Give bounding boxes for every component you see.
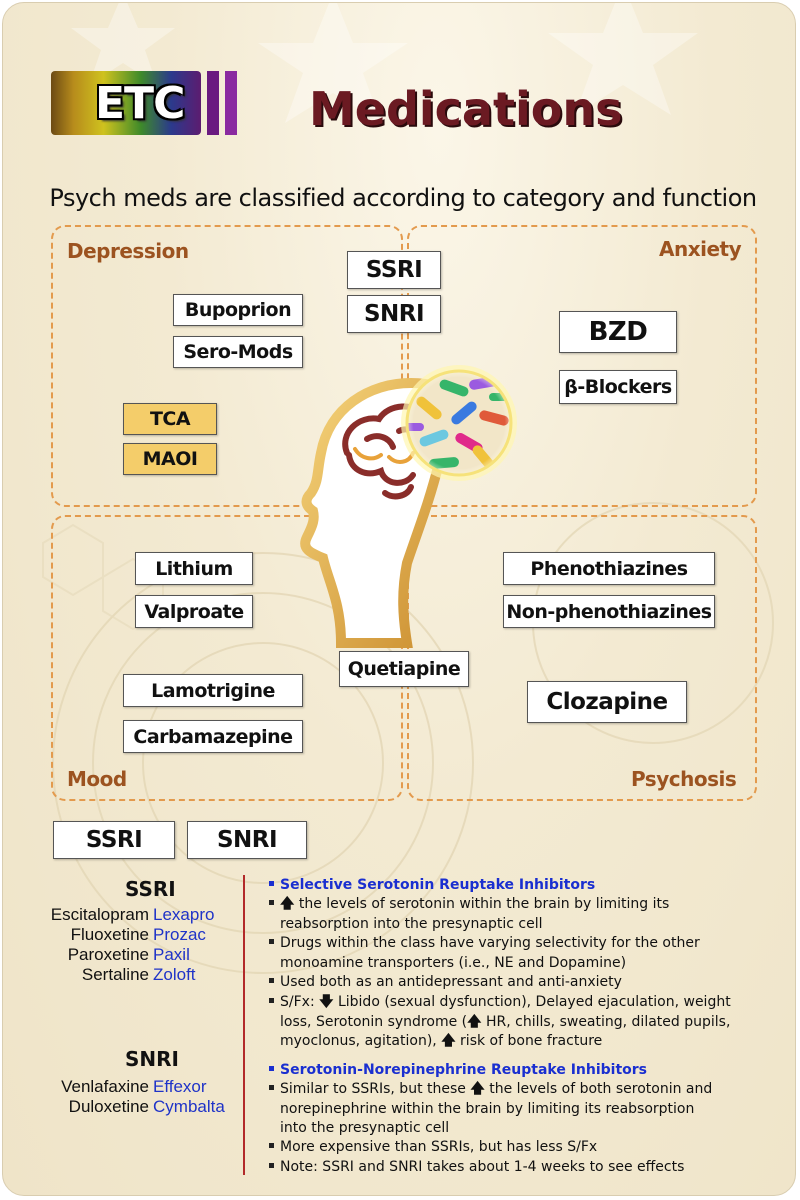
note-text: reabsorption into the presynaptic cell: [280, 915, 543, 932]
note-text: Used both as an antidepressant and anti-…: [280, 974, 622, 990]
ssri-notes-heading-text: Selective Serotonin Reuptake Inhibitors: [280, 877, 596, 893]
generic-name: Venlafaxine: [61, 1077, 149, 1096]
note-text: More expensive than SSRIs, but has less …: [280, 1139, 598, 1155]
snri-notes-heading: Serotonin-Norepinephrine Reuptake Inhibi…: [269, 1062, 647, 1078]
snri-note-3: Note: SSRI and SNRI takes about 1-4 week…: [269, 1158, 769, 1178]
note-text: risk of bone fracture: [455, 1033, 603, 1049]
bullet-icon: [269, 1084, 274, 1090]
note-text: HR, chills, sweating, dilated pupils,: [481, 1013, 731, 1030]
drug-box-non-phenothiazines: Non-phenothiazines: [503, 595, 715, 628]
snri-list-heading: SNRI: [125, 1047, 179, 1071]
note-text: Similar to SSRIs, but these: [280, 1081, 471, 1097]
section-divider: [243, 875, 245, 1175]
snri-note-2: More expensive than SSRIs, but has less …: [269, 1138, 769, 1158]
snri-pair-1: Venlafaxine Effexor: [33, 1077, 207, 1097]
ssri-pair-2: Fluoxetine Prozac: [33, 925, 206, 945]
drug-box-clozapine: Clozapine: [527, 681, 687, 723]
note-text: Note: SSRI and SNRI takes about 1-4 week…: [280, 1159, 685, 1175]
drug-box-tca: TCA: [123, 403, 217, 435]
drug-box-valproate: Valproate: [135, 595, 253, 628]
drug-box-lithium: Lithium: [135, 552, 253, 585]
arrow-up-icon: 🡅: [280, 896, 295, 912]
ssri-note-4: S/Fx: 🡇 Libido (sexual dysfunction), Del…: [269, 993, 769, 1052]
drug-box-bupoprion: Bupoprion: [173, 294, 303, 326]
ssri-pair-3: Paroxetine Paxil: [33, 945, 190, 965]
quadrant-label-depression: Depression: [67, 239, 189, 263]
etc-logo-text: ETC: [95, 78, 185, 129]
drug-box-snri-top: SNRI: [347, 295, 441, 333]
bullet-icon: [269, 1162, 274, 1168]
etc-logo: [51, 71, 237, 135]
ssri-note-1: 🡅 the levels of serotonin within the bra…: [269, 895, 769, 934]
brand-name: Prozac: [153, 925, 206, 944]
quadrant-label-mood: Mood: [67, 767, 127, 791]
head-brain-pills-illustration: [300, 365, 517, 648]
brand-name: Effexor: [153, 1077, 207, 1096]
note-text: loss, Serotonin syndrome (: [280, 1013, 468, 1030]
ssri-notes-heading: Selective Serotonin Reuptake Inhibitors: [269, 877, 595, 893]
bullet-icon: [269, 977, 274, 983]
note-text: into the presynaptic cell: [280, 1120, 450, 1136]
drug-box-carbamazepine: Carbamazepine: [123, 720, 303, 753]
note-text: myoclonus, agitation),: [280, 1033, 442, 1049]
note-text: monoamine transporters (i.e., NE and Dop…: [280, 954, 627, 971]
quadrant-label-anxiety: Anxiety: [659, 237, 742, 261]
arrow-up-icon: 🡅: [470, 1081, 485, 1097]
page-title: Medications: [309, 82, 623, 136]
snri-pair-2: Duloxetine Cymbalta: [33, 1097, 225, 1117]
ssri-note-3: Used both as an antidepressant and anti-…: [269, 973, 769, 993]
drug-box-beta-blockers: β-Blockers: [559, 370, 677, 404]
generic-name: Fluoxetine: [70, 925, 149, 944]
note-text: the levels of both serotonin and: [484, 1081, 713, 1097]
generic-name: Paroxetine: [67, 945, 149, 964]
quadrant-depression: [51, 225, 403, 507]
drug-box-quetiapine: Quetiapine: [339, 651, 469, 687]
brand-name: Zoloft: [153, 965, 196, 984]
drug-box-bzd: BZD: [559, 311, 677, 353]
bullet-icon: [269, 1142, 274, 1148]
arrow-up-icon: 🡅: [467, 1013, 482, 1030]
drug-box-ssri-top: SSRI: [347, 251, 441, 289]
generic-name: Escitalopram: [50, 905, 149, 924]
ssri-pair-4: Sertaline Zoloft: [33, 965, 196, 985]
brand-name: Lexapro: [153, 905, 215, 924]
bullet-icon: [269, 1065, 274, 1071]
class-box-ssri: SSRI: [53, 821, 175, 859]
brand-name: Cymbalta: [153, 1097, 225, 1116]
drug-box-sero-mods: Sero-Mods: [173, 336, 303, 368]
arrow-down-icon: 🡇: [319, 994, 334, 1010]
page-subtitle: Psych meds are classified according to c…: [49, 184, 757, 212]
note-text: Libido (sexual dysfunction), Delayed eja…: [333, 994, 731, 1010]
class-box-snri: SNRI: [187, 821, 307, 859]
bullet-icon: [269, 938, 274, 944]
background-decoration: [42, 3, 774, 974]
drug-box-maoi: MAOI: [123, 443, 217, 475]
generic-name: Sertaline: [81, 965, 149, 984]
bullet-icon: [269, 997, 274, 1003]
note-text: norepinephrine within the brain by limit…: [280, 1100, 695, 1117]
note-text: the levels of serotonin within the brain…: [294, 896, 670, 912]
bullet-icon: [269, 899, 274, 905]
note-text: Drugs within the class have varying sele…: [280, 935, 700, 951]
brand-name: Paxil: [153, 945, 190, 964]
quadrant-label-psychosis: Psychosis: [631, 767, 737, 791]
snri-notes-heading-text: Serotonin-Norepinephrine Reuptake Inhibi…: [280, 1062, 648, 1078]
snri-note-1: Similar to SSRIs, but these 🡅 the levels…: [269, 1080, 769, 1139]
bullet-icon: [269, 880, 274, 886]
ssri-list-heading: SSRI: [125, 877, 176, 901]
arrow-up-icon: 🡅: [441, 1033, 456, 1049]
ssri-pair-1: Escitalopram Lexapro: [33, 905, 215, 925]
quadrant-anxiety: [407, 225, 757, 507]
drug-box-phenothiazines: Phenothiazines: [503, 552, 715, 585]
ssri-note-2: Drugs within the class have varying sele…: [269, 934, 769, 973]
note-text: S/Fx:: [280, 994, 320, 1010]
drug-box-lamotrigine: Lamotrigine: [123, 674, 303, 707]
generic-name: Duloxetine: [68, 1097, 149, 1116]
